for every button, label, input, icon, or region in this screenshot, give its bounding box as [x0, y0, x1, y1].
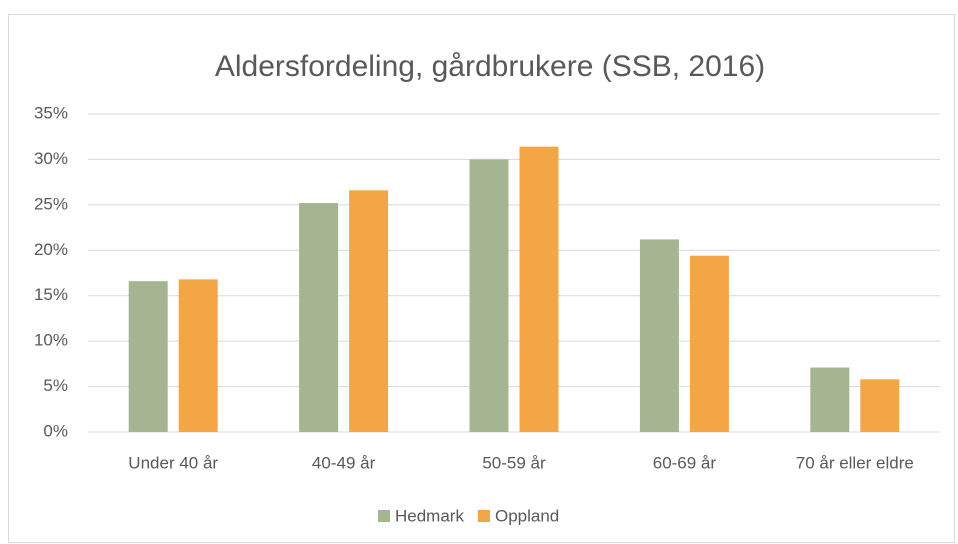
- x-tick-label: 60-69 år: [653, 453, 717, 472]
- bar: [519, 146, 559, 433]
- y-tick-label: 10%: [34, 331, 68, 350]
- legend-label: Hedmark: [395, 506, 464, 525]
- x-tick-label: Under 40 år: [128, 453, 218, 472]
- bar: [349, 190, 389, 432]
- y-tick-label: 35%: [34, 103, 68, 122]
- bar: [860, 379, 900, 432]
- bar: [689, 255, 729, 432]
- bar: [178, 279, 218, 432]
- legend-swatch: [378, 510, 390, 522]
- y-tick-label: 30%: [34, 149, 68, 168]
- y-tick-label: 5%: [43, 376, 68, 395]
- x-tick-label: 50-59 år: [482, 453, 546, 472]
- legend-swatch: [477, 510, 490, 522]
- bar: [469, 159, 509, 432]
- chart-title: Aldersfordeling, gårdbrukere (SSB, 2016): [215, 50, 765, 83]
- y-tick-label: 0%: [43, 421, 68, 440]
- y-tick-label: 20%: [34, 240, 68, 259]
- x-tick-label: 70 år eller eldre: [796, 453, 914, 472]
- bar: [810, 367, 850, 432]
- legend-label: Oppland: [495, 506, 559, 525]
- bar: [299, 203, 339, 432]
- y-tick-label: 15%: [34, 285, 68, 304]
- bar: [128, 281, 168, 432]
- bar: [639, 239, 679, 432]
- x-tick-label: 40-49 år: [312, 453, 376, 472]
- y-tick-label: 25%: [34, 194, 68, 213]
